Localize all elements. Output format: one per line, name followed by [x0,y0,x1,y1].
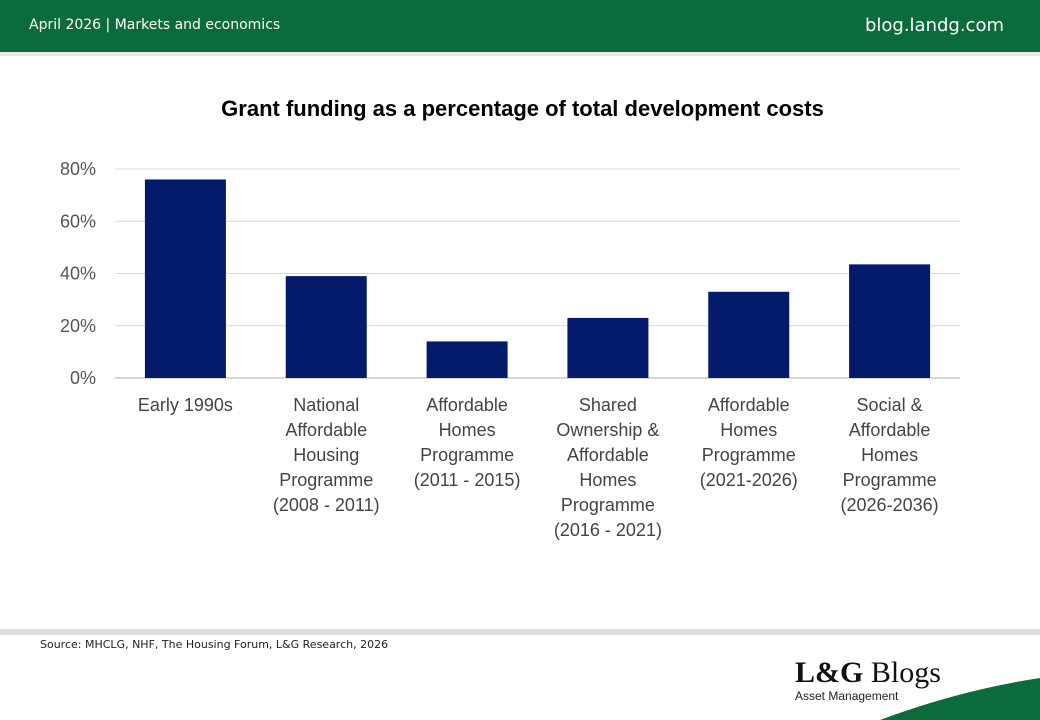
bar [567,317,649,378]
source-note: Source: MHCLG, NHF, The Housing Forum, L… [40,638,389,651]
x-category-label: Programme [561,495,655,515]
x-category-label: Affordable [426,395,508,415]
x-category-label: (2021-2026) [700,470,798,490]
x-category-label: Programme [843,470,937,490]
y-tick-label: 60% [60,211,96,231]
logo-wordmark: L&G Blogs [795,657,955,689]
bar [849,264,931,378]
x-category-label: Homes [439,420,496,440]
header-bar: April 2026 | Markets and economics blog.… [0,0,1040,52]
bar [708,291,790,378]
x-category-label: (2008 - 2011) [273,495,380,515]
y-tick-label: 20% [60,316,96,336]
bar-chart: 0% 20% 40% 60% 80% Early 1990s National Afforda… [60,159,960,540]
x-category-label: Programme [420,445,514,465]
x-category-label: Shared [579,395,637,415]
bar [285,276,367,378]
x-category-label: National [293,395,359,415]
x-category-label: (2026-2036) [841,495,939,515]
x-category-label: Social & [857,395,923,415]
x-category-label: Affordable [708,395,790,415]
x-category-label: Homes [579,470,636,490]
lg-blogs-logo[interactable]: L&G Blogs Asset Management [795,657,955,707]
x-category-label: Programme [702,445,796,465]
x-category-label: Homes [720,420,777,440]
logo-rest-part: Blogs [863,656,941,689]
logo-subtitle: Asset Management [795,689,899,703]
x-category-label: Affordable [567,445,649,465]
x-category-label: Affordable [849,420,931,440]
x-category-label: (2016 - 2021) [554,520,662,540]
x-category-label: Programme [279,470,373,490]
footer-divider [0,629,1040,635]
x-category-label: Homes [861,445,918,465]
x-category-label: Ownership & [556,420,659,440]
y-tick-label: 0% [70,368,96,388]
header-date-category: April 2026 | Markets and economics [29,17,281,33]
blog-url-link[interactable]: blog.landg.com [864,15,1004,36]
bar [426,341,508,378]
x-category-label: Affordable [285,420,367,440]
x-category-label: Housing [293,445,359,465]
header-divider [0,52,1040,56]
logo-bold-part: L&G [795,656,864,689]
x-category-label: (2011 - 2015) [414,470,521,490]
x-category-label: Early 1990s [138,395,233,415]
chart-title: Grant funding as a percentage of total d… [221,96,824,121]
y-tick-label: 40% [60,264,96,284]
y-tick-label: 80% [60,159,96,179]
bar [144,179,226,378]
